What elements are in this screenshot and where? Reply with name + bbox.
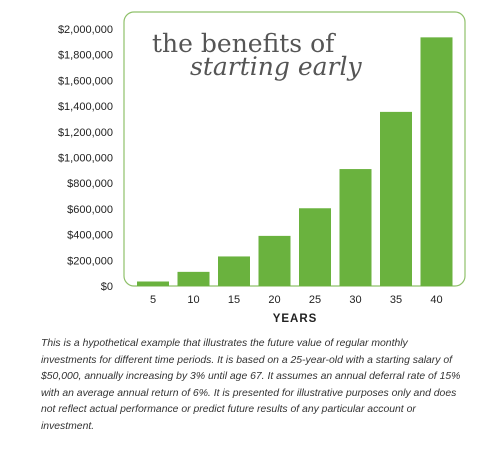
bar-25-years	[299, 208, 331, 286]
bar-10-years	[177, 271, 210, 286]
bar-35-years	[380, 111, 412, 286]
bar-40-years	[420, 37, 453, 286]
x-tick-label: 20	[268, 294, 280, 306]
y-tick-label: $0	[101, 281, 113, 293]
plot-frame	[123, 11, 466, 287]
bar-30-years	[339, 169, 372, 286]
x-tick-label: 15	[228, 294, 240, 306]
chart-title-line2: starting early	[190, 52, 362, 81]
y-tick-label: $600,000	[67, 204, 113, 216]
bar-15-years	[218, 256, 250, 286]
x-tick-label: 40	[430, 294, 442, 306]
chart-title-line1: the benefits of	[152, 29, 336, 58]
y-tick-label: $1,200,000	[58, 127, 113, 139]
x-tick-label: 10	[187, 294, 199, 306]
footnote: This is a hypothetical example that illu…	[41, 338, 461, 432]
y-tick-label: $1,000,000	[58, 153, 113, 165]
x-axis-title: YEARS	[273, 313, 318, 325]
y-tick-label: $200,000	[67, 255, 113, 267]
y-axis-ticks: $0 $200,000 $400,000 $600,000 $800,000 $1,000…	[58, 24, 113, 293]
bars	[137, 37, 453, 286]
x-tick-label: 30	[349, 294, 361, 306]
y-tick-label: $1,400,000	[58, 101, 113, 113]
x-tick-label: 25	[309, 294, 321, 306]
y-tick-label: $1,800,000	[58, 50, 113, 62]
x-tick-label: 5	[150, 294, 156, 306]
bar-chart: $0 $200,000 $400,000 $600,000 $800,000 $1,000…	[58, 11, 466, 325]
bar-20-years	[258, 235, 291, 286]
y-tick-label: $2,000,000	[58, 24, 113, 36]
x-tick-label: 35	[390, 294, 402, 306]
y-tick-label: $1,600,000	[58, 75, 113, 87]
x-axis-ticks: 5 10 15 20 25 30 35 40	[150, 294, 443, 306]
bar-5-years	[137, 281, 169, 286]
y-tick-label: $400,000	[67, 230, 113, 242]
y-tick-label: $800,000	[67, 178, 113, 190]
